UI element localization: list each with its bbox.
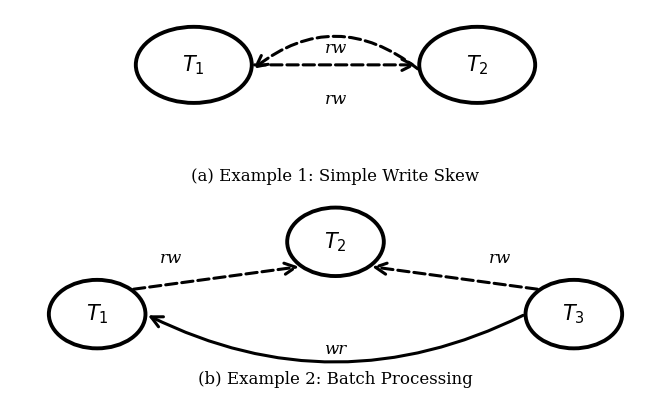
Text: $T_2$: $T_2$ [466, 53, 488, 77]
Ellipse shape [525, 280, 622, 348]
Ellipse shape [419, 27, 535, 103]
Text: $T_3$: $T_3$ [562, 302, 585, 326]
Text: $T_1$: $T_1$ [86, 302, 109, 326]
Ellipse shape [49, 280, 146, 348]
Text: $T_2$: $T_2$ [324, 230, 347, 254]
Text: (b) Example 2: Batch Processing: (b) Example 2: Batch Processing [198, 371, 473, 388]
Text: rw: rw [324, 40, 347, 57]
Ellipse shape [136, 27, 252, 103]
Text: $T_1$: $T_1$ [183, 53, 205, 77]
Text: wr: wr [324, 341, 347, 358]
Ellipse shape [287, 208, 384, 276]
Text: (a) Example 1: Simple Write Skew: (a) Example 1: Simple Write Skew [191, 168, 480, 185]
Text: rw: rw [324, 91, 347, 107]
Text: rw: rw [160, 250, 183, 267]
Text: rw: rw [488, 250, 511, 267]
